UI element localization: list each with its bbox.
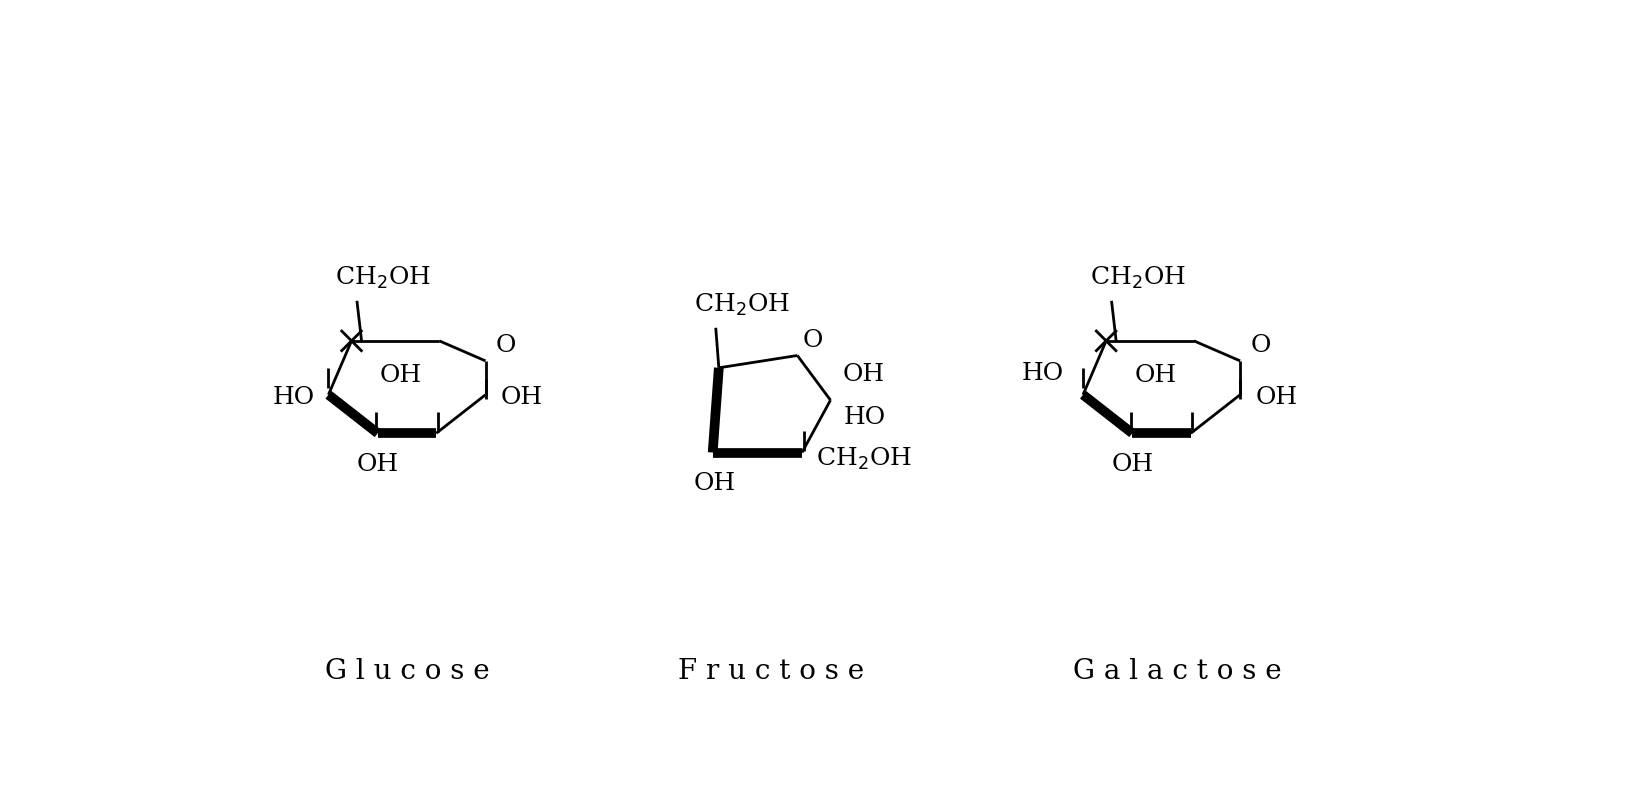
- Text: OH: OH: [357, 453, 398, 475]
- Text: OH: OH: [1135, 364, 1176, 387]
- Text: HO: HO: [273, 386, 316, 410]
- Text: F r u c t o s e: F r u c t o s e: [677, 658, 864, 686]
- Text: G l u c o s e: G l u c o s e: [325, 658, 489, 686]
- Text: CH$_2$OH: CH$_2$OH: [1090, 265, 1186, 291]
- Text: O: O: [803, 329, 823, 351]
- Text: G a l a c t o s e: G a l a c t o s e: [1072, 658, 1282, 686]
- Text: OH: OH: [380, 364, 421, 387]
- Text: OH: OH: [1256, 386, 1297, 410]
- Text: OH: OH: [1112, 453, 1153, 475]
- Text: HO: HO: [1023, 362, 1064, 385]
- Text: OH: OH: [501, 386, 544, 410]
- Text: CH$_2$OH: CH$_2$OH: [335, 265, 431, 291]
- Text: OH: OH: [694, 472, 737, 495]
- Text: CH$_2$OH: CH$_2$OH: [816, 446, 912, 472]
- Text: O: O: [1251, 334, 1270, 357]
- Text: OH: OH: [843, 363, 885, 386]
- Text: CH$_2$OH: CH$_2$OH: [694, 291, 790, 318]
- Text: HO: HO: [844, 406, 885, 429]
- Text: O: O: [496, 334, 517, 357]
